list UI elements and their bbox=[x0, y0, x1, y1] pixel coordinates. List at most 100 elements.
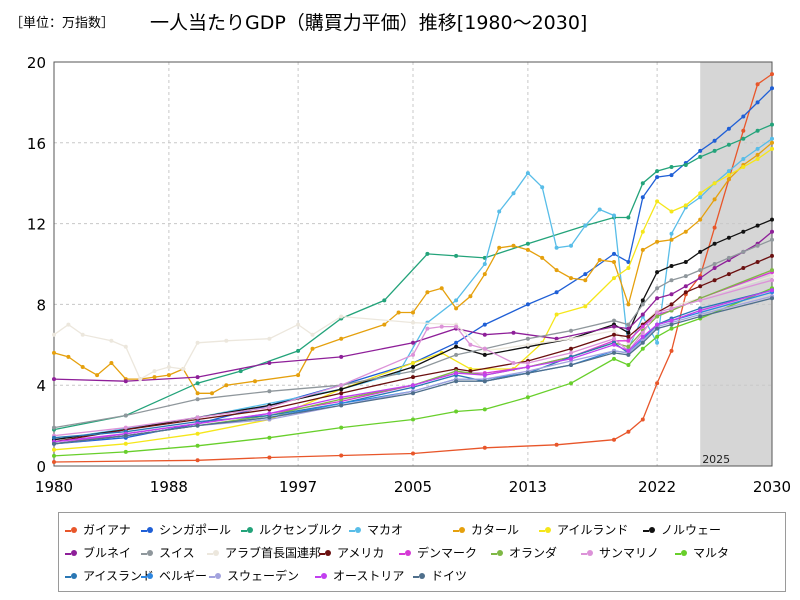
data-point bbox=[755, 146, 760, 151]
data-point bbox=[612, 336, 616, 341]
legend-label: アメリカ bbox=[337, 546, 385, 560]
data-point bbox=[640, 334, 645, 339]
y-tick-label: 8 bbox=[36, 296, 46, 314]
data-point bbox=[339, 383, 344, 388]
legend-label: アイルランド bbox=[557, 523, 629, 537]
data-point bbox=[640, 195, 645, 200]
line-chart: 2025 0 4 8 12 16 20 1980 1988 1997 2005 2013 2022 20… bbox=[27, 54, 791, 496]
data-point bbox=[612, 328, 616, 333]
legend-item: ノルウェー bbox=[643, 521, 721, 538]
data-point bbox=[726, 272, 731, 277]
data-point bbox=[425, 251, 430, 256]
legend-marker bbox=[147, 550, 153, 556]
data-point bbox=[152, 375, 157, 380]
data-point bbox=[583, 272, 588, 277]
data-point bbox=[411, 369, 415, 374]
series-line bbox=[53, 124, 773, 431]
data-point bbox=[569, 243, 573, 248]
legend-label: ノルウェー bbox=[661, 523, 722, 537]
data-point bbox=[482, 346, 487, 351]
data-point bbox=[698, 217, 703, 222]
data-point bbox=[339, 387, 344, 392]
data-point bbox=[640, 298, 645, 303]
data-point bbox=[123, 433, 128, 438]
legend-marker bbox=[545, 527, 551, 533]
legend-line bbox=[413, 575, 419, 578]
data-point bbox=[712, 241, 717, 246]
data-point bbox=[525, 336, 530, 341]
data-point bbox=[741, 157, 746, 161]
data-point bbox=[482, 322, 487, 327]
data-point bbox=[698, 249, 703, 254]
data-point bbox=[640, 340, 645, 345]
data-point bbox=[755, 243, 760, 248]
data-point bbox=[612, 356, 616, 361]
data-point bbox=[66, 322, 71, 327]
legend-line bbox=[207, 552, 213, 555]
data-point bbox=[583, 223, 588, 228]
legend-label: デンマーク bbox=[417, 546, 478, 560]
data-point bbox=[655, 340, 660, 345]
chart-title: 一人当たりGDP（購買力平価）推移[1980～2030] bbox=[150, 12, 588, 34]
data-point bbox=[612, 342, 616, 347]
data-point bbox=[339, 314, 344, 319]
legend-marker bbox=[71, 527, 77, 533]
series-line bbox=[53, 255, 773, 443]
data-point bbox=[655, 270, 660, 275]
plot-frame bbox=[53, 61, 773, 467]
data-point bbox=[411, 310, 415, 315]
data-point bbox=[626, 260, 631, 264]
legend-item: ガイアナ bbox=[65, 521, 131, 538]
data-point bbox=[741, 249, 746, 254]
data-point bbox=[741, 229, 746, 234]
data-point bbox=[669, 306, 674, 311]
series-8 bbox=[52, 237, 774, 430]
data-point bbox=[770, 146, 774, 151]
data-point bbox=[669, 173, 674, 178]
data-point bbox=[80, 365, 85, 369]
data-point bbox=[195, 340, 200, 345]
data-point bbox=[482, 407, 487, 412]
legend-item: アメリカ bbox=[319, 544, 384, 561]
data-point bbox=[482, 272, 487, 277]
data-point bbox=[224, 383, 229, 388]
data-point bbox=[468, 294, 473, 299]
data-point bbox=[712, 148, 717, 153]
data-point bbox=[497, 209, 502, 214]
data-point bbox=[554, 336, 559, 341]
data-point bbox=[525, 361, 530, 365]
data-point bbox=[195, 423, 200, 428]
data-point bbox=[726, 169, 731, 174]
data-point bbox=[755, 260, 760, 264]
data-point bbox=[123, 441, 128, 446]
data-point bbox=[640, 330, 645, 335]
data-point bbox=[382, 322, 387, 327]
data-point bbox=[52, 377, 56, 382]
data-point bbox=[569, 336, 573, 341]
data-point bbox=[712, 262, 717, 266]
data-point bbox=[195, 443, 200, 448]
data-point bbox=[583, 304, 588, 309]
data-point bbox=[770, 217, 774, 222]
data-point bbox=[195, 381, 200, 386]
data-point bbox=[626, 338, 631, 343]
data-point bbox=[655, 310, 660, 315]
data-point bbox=[454, 352, 459, 357]
data-point bbox=[640, 181, 645, 186]
legend-item: スウェーデン bbox=[209, 567, 299, 584]
data-point bbox=[166, 365, 171, 369]
data-point bbox=[123, 449, 128, 454]
data-point bbox=[411, 375, 415, 380]
data-point bbox=[525, 241, 530, 246]
data-point bbox=[195, 415, 200, 420]
data-point bbox=[626, 352, 631, 357]
legend-line bbox=[141, 552, 147, 555]
legend-label: スウェーデン bbox=[227, 569, 300, 583]
data-point bbox=[525, 302, 530, 307]
data-point bbox=[770, 253, 774, 258]
data-point bbox=[95, 373, 100, 378]
data-point bbox=[741, 128, 746, 133]
data-point bbox=[770, 296, 774, 301]
legend-label: マルタ bbox=[693, 546, 730, 560]
x-tick-label: 2030 bbox=[753, 478, 791, 496]
